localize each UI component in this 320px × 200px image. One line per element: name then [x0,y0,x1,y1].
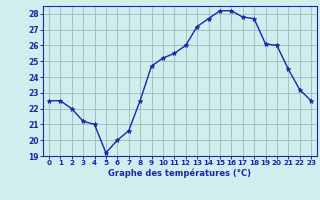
X-axis label: Graphe des températures (°C): Graphe des températures (°C) [108,169,252,178]
